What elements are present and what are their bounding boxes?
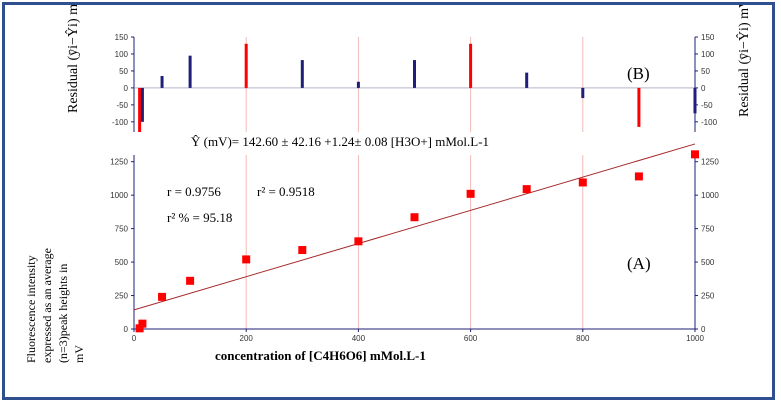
calibration-xtick-label: 400 <box>352 334 366 343</box>
residual-ytick-label-right: 0 <box>701 84 706 93</box>
stat-r2: r² = 0.9518 <box>257 184 315 199</box>
residual-ytick-label-left: 100 <box>115 50 129 59</box>
intensity-ylabel: Fluorescence intensity expressed as an a… <box>24 248 86 363</box>
panel-label-a: (A) <box>627 254 651 273</box>
panel-label-b: (B) <box>627 64 650 83</box>
stat-r: r = 0.9756 <box>167 184 221 199</box>
residual-bar <box>413 60 416 88</box>
residual-bar <box>469 43 473 88</box>
calibration-xtick-label: 0 <box>132 334 137 343</box>
residual-bar <box>525 72 529 88</box>
calibration-ytick-label-left: 500 <box>115 258 129 267</box>
intensity-ylabel-line-2: expressed as an average <box>40 248 54 363</box>
intensity-ylabel-line-1: Fluorescence intensity <box>24 255 38 363</box>
residual-ytick-label-right: 150 <box>701 33 715 42</box>
x-axis-label: concentration of [C4H6O6] mMol.L-1 <box>215 348 426 363</box>
residual-ytick-label-left: -50 <box>116 101 128 110</box>
data-point <box>354 237 363 246</box>
calibration-ytick-label-right: 1250 <box>701 158 719 167</box>
data-point <box>522 185 531 194</box>
calibration-xtick-label: 600 <box>464 334 478 343</box>
residual-ytick-label-left: -100 <box>112 118 129 127</box>
calibration-xtick-label: 1000 <box>686 334 704 343</box>
residual-bar <box>300 60 304 88</box>
residual-bar <box>138 87 142 132</box>
calibration-ytick-label-left: 250 <box>115 292 129 301</box>
residual-ytick-label-right: 100 <box>701 50 715 59</box>
calibration-ytick-label-right: 250 <box>701 292 715 301</box>
residual-bar <box>140 87 144 122</box>
data-point <box>186 276 195 285</box>
calibration-ytick-label-left: 1000 <box>110 191 128 200</box>
figure-frame: Residual (ȳi−Ŷi) mV Residual (ȳi−Ŷi) mV … <box>2 2 775 400</box>
calibration-xtick-label: 800 <box>576 334 590 343</box>
residual-bar <box>356 81 360 88</box>
calibration-ytick-label-left: 1250 <box>110 158 128 167</box>
calibration-ytick-label-left: 750 <box>115 225 129 234</box>
calibration-ytick-label-right: 750 <box>701 225 715 234</box>
residual-ytick-label-left: 0 <box>124 84 129 93</box>
residual-ytick-label-right: -100 <box>701 118 718 127</box>
data-point <box>466 189 475 198</box>
data-point <box>158 292 167 301</box>
data-point <box>691 150 699 159</box>
residual-ytick-label-right: 50 <box>701 67 710 76</box>
calibration-ytick-label-right: 500 <box>701 258 715 267</box>
regression-equation-text: Ŷ (mV)= 142.60 ± 42.16 +1.24± 0.08 [H3O+… <box>191 134 489 149</box>
data-point <box>578 178 587 187</box>
regression-equation: Ŷ (mV)= 142.60 ± 42.16 +1.24± 0.08 [H3O+… <box>191 134 489 149</box>
data-point <box>138 319 147 328</box>
residual-ytick-label-right: -50 <box>701 101 713 110</box>
calibration-ytick-label-left: 0 <box>124 325 129 334</box>
data-point <box>634 172 643 181</box>
data-point <box>298 246 307 255</box>
residual-bar <box>160 76 164 88</box>
regression-line <box>133 143 696 311</box>
residual-bar <box>693 87 697 114</box>
calibration-ytick-label-right: 0 <box>701 325 706 334</box>
stat-r2-percent: r² % = 95.18 <box>167 210 232 225</box>
residual-bar <box>581 87 585 99</box>
residual-ylabel-left: Residual (ȳi−Ŷi) mV <box>64 5 81 113</box>
calibration-xtick-label: 200 <box>240 334 254 343</box>
data-point <box>135 324 144 333</box>
data-point <box>242 255 251 264</box>
residual-bar <box>188 55 192 88</box>
intensity-ylabel-line-4: mV <box>72 345 86 363</box>
residual-ytick-label-left: 50 <box>119 67 128 76</box>
residual-ylabel-right: Residual (ȳi−Ŷi) mV <box>735 5 752 117</box>
residual-ytick-label-left: 150 <box>115 33 129 42</box>
calibration-ytick-label-right: 1000 <box>701 191 719 200</box>
residual-bar <box>637 87 641 127</box>
residual-bar <box>244 43 248 88</box>
data-point <box>410 213 419 222</box>
chart-svg: Residual (ȳi−Ŷi) mV Residual (ȳi−Ŷi) mV … <box>24 5 752 363</box>
intensity-ylabel-line-3: (n=3)peak heights in <box>56 264 70 363</box>
